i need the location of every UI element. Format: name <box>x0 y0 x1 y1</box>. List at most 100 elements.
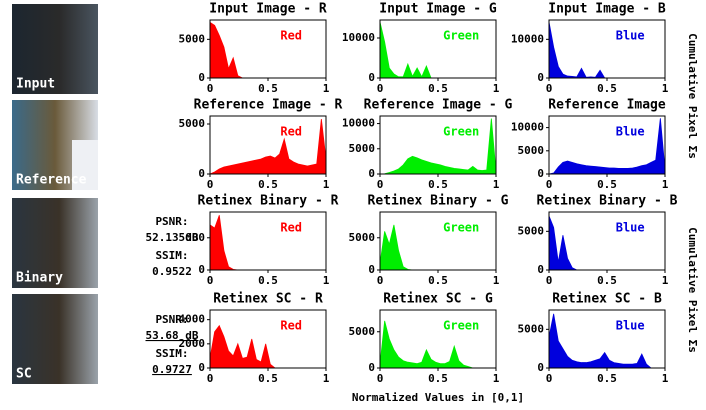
x-tick-label: 0.5 <box>258 82 278 95</box>
chart-title: Retinex SC - B <box>552 292 662 307</box>
y-tick-label: 5000 <box>179 117 206 130</box>
x-tick-label: 1 <box>662 82 669 95</box>
histogram-area <box>549 314 665 368</box>
x-tick-label: 0 <box>546 274 553 287</box>
y-tick-label: 10000 <box>511 32 544 45</box>
y-tick-label: 5000 <box>518 322 545 335</box>
x-tick-label: 0.5 <box>597 372 617 385</box>
y-tick-label: 0 <box>368 263 375 276</box>
x-tick-label: 0.5 <box>597 178 617 191</box>
side-label: Cumulative Pixel Σs <box>686 227 699 353</box>
y-tick-label: 0 <box>368 167 375 180</box>
x-tick-label: 0 <box>546 178 553 191</box>
x-tick-label: 0 <box>377 82 384 95</box>
y-tick-label: 4000 <box>179 313 206 326</box>
y-tick-label: 0 <box>537 263 544 276</box>
x-tick-label: 1 <box>493 82 500 95</box>
x-tick-label: 1 <box>323 274 330 287</box>
x-tick-label: 1 <box>323 82 330 95</box>
channel-label: Green <box>443 221 479 235</box>
chart-title: Retinex Binary - B <box>537 194 678 209</box>
x-tick-label: 0 <box>377 372 384 385</box>
chart-title: Reference Image - R <box>194 98 343 113</box>
channel-label: Green <box>443 29 479 43</box>
row-label: Input <box>16 77 55 92</box>
row-label: SC <box>16 367 32 382</box>
y-tick-label: 5000 <box>349 231 376 244</box>
y-tick-label: 0 <box>198 167 205 180</box>
chart-title: Retinex SC - G <box>383 292 493 307</box>
x-tick-label: 0.5 <box>428 274 448 287</box>
channel-label: Red <box>280 125 302 139</box>
x-tick-label: 0.5 <box>428 82 448 95</box>
metric-value: 0.9522 <box>152 265 192 278</box>
y-tick-label: 0 <box>198 361 205 374</box>
x-tick-label: 0.5 <box>258 274 278 287</box>
channel-label: Green <box>443 125 479 139</box>
chart-title: Input Image - G <box>379 2 497 17</box>
x-tick-label: 1 <box>493 274 500 287</box>
x-tick-label: 0.5 <box>428 178 448 191</box>
metric-label: PSNR: <box>155 215 188 228</box>
x-tick-label: 0 <box>207 82 214 95</box>
y-tick-label: 5000 <box>518 144 545 157</box>
chart-title: Reference Image <box>548 98 666 113</box>
y-tick-label: 10000 <box>342 117 375 130</box>
x-tick-label: 1 <box>323 372 330 385</box>
y-tick-label: 0 <box>537 167 544 180</box>
x-tick-label: 1 <box>323 178 330 191</box>
chart-title: Retinex SC - R <box>213 292 323 307</box>
x-tick-label: 0 <box>207 274 214 287</box>
chart-title: Retinex Binary - G <box>368 194 509 209</box>
x-axis-label: Normalized Values in [0,1] <box>352 391 524 404</box>
plot-frame <box>210 212 326 270</box>
channel-label: Red <box>280 319 302 333</box>
histogram-area <box>210 119 326 174</box>
figure: InputReferenceBinaryPSNR:52.13 dBSSIM:0.… <box>0 0 706 410</box>
histogram-area <box>210 215 326 270</box>
x-tick-label: 0 <box>546 372 553 385</box>
x-tick-label: 0 <box>377 178 384 191</box>
y-tick-label: 0 <box>368 71 375 84</box>
y-tick-label: 0 <box>537 71 544 84</box>
channel-label: Green <box>443 319 479 333</box>
y-tick-label: 5000 <box>179 32 206 45</box>
channel-label: Red <box>280 221 302 235</box>
histogram-area <box>549 216 665 270</box>
histogram-area <box>210 22 326 78</box>
metric-label: SSIM: <box>155 249 188 262</box>
x-tick-label: 0 <box>207 178 214 191</box>
x-tick-label: 1 <box>662 372 669 385</box>
y-tick-label: 5000 <box>349 142 376 155</box>
x-tick-label: 1 <box>662 178 669 191</box>
y-tick-label: 5000 <box>349 325 376 338</box>
y-tick-label: 0 <box>537 361 544 374</box>
channel-label: Blue <box>616 319 645 333</box>
y-tick-label: 0 <box>198 263 205 276</box>
channel-label: Blue <box>616 221 645 235</box>
x-tick-label: 0.5 <box>258 178 278 191</box>
y-tick-label: 10000 <box>342 31 375 44</box>
x-tick-label: 0 <box>377 274 384 287</box>
chart-title: Input Image - B <box>548 2 666 17</box>
row-label: Reference <box>16 173 87 188</box>
chart-title: Input Image - R <box>209 2 327 17</box>
x-tick-label: 0.5 <box>597 274 617 287</box>
y-tick-label: 10000 <box>511 121 544 134</box>
y-tick-label: 2000 <box>179 337 206 350</box>
side-label: Cumulative Pixel Σs <box>686 33 699 159</box>
metric-value: 0.9727 <box>152 363 192 376</box>
x-tick-label: 1 <box>493 178 500 191</box>
y-tick-label: 5000 <box>179 231 206 244</box>
x-tick-label: 0.5 <box>258 372 278 385</box>
x-tick-label: 1 <box>662 274 669 287</box>
histogram-area <box>210 326 326 368</box>
photos <box>12 4 98 384</box>
channel-label: Blue <box>616 125 645 139</box>
x-tick-label: 0 <box>546 82 553 95</box>
y-tick-label: 5000 <box>518 224 545 237</box>
row-label: Binary <box>16 271 63 286</box>
x-tick-label: 0.5 <box>428 372 448 385</box>
chart-title: Reference Image - G <box>364 98 513 113</box>
y-tick-label: 0 <box>198 71 205 84</box>
